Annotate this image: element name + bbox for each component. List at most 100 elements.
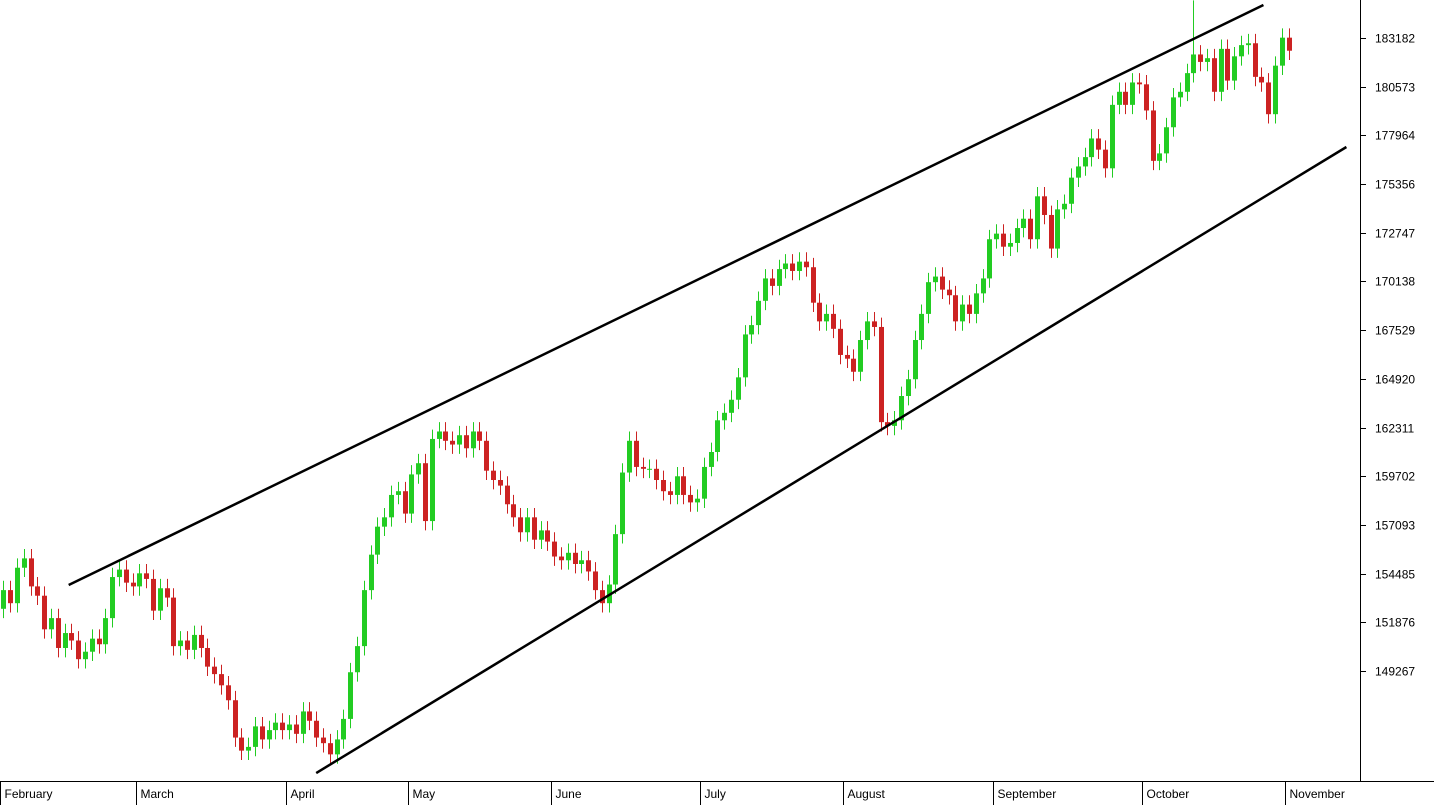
- candle-body: [437, 431, 442, 439]
- candle-body: [1191, 54, 1196, 74]
- y-tick-label: 164920: [1375, 373, 1415, 387]
- candle-body: [117, 569, 122, 578]
- candle-body: [321, 737, 326, 744]
- candle-body: [981, 278, 986, 294]
- candle-body: [83, 651, 88, 660]
- candle-body: [1062, 203, 1067, 210]
- candle-body: [335, 739, 340, 755]
- candle-body: [212, 666, 217, 675]
- x-tick-label: September: [998, 787, 1057, 801]
- candle-body: [15, 567, 20, 604]
- candle-body: [205, 647, 210, 667]
- candle-body: [1021, 218, 1026, 229]
- candle-body: [1225, 48, 1230, 81]
- candle-body: [389, 494, 394, 518]
- candle-body: [137, 573, 142, 587]
- candle-body: [1280, 37, 1285, 66]
- candle-body: [620, 472, 625, 535]
- candle-body: [253, 726, 258, 747]
- candle-body: [409, 474, 414, 514]
- candle-body: [729, 399, 734, 413]
- candle-body: [1137, 82, 1142, 85]
- candle-body: [341, 718, 346, 740]
- y-tick-label: 170138: [1375, 275, 1415, 289]
- candle-body: [199, 634, 204, 648]
- candle-body: [369, 554, 374, 591]
- candle-body: [777, 269, 782, 286]
- candle-body: [1015, 228, 1020, 243]
- y-tick-label: 183182: [1375, 32, 1415, 46]
- candle-body: [110, 577, 115, 619]
- candle-body: [1198, 54, 1203, 62]
- candle-body: [1273, 65, 1278, 115]
- candle-body: [287, 724, 292, 731]
- candle-body: [865, 321, 870, 341]
- candle-body: [260, 726, 265, 740]
- candle-body: [35, 586, 40, 596]
- candle-body: [90, 638, 95, 652]
- candle-body: [29, 558, 34, 587]
- candle-body: [919, 313, 924, 341]
- candle-body: [273, 722, 278, 731]
- candle-body: [715, 420, 720, 453]
- x-tick-label: June: [556, 787, 582, 801]
- candle-body: [178, 640, 183, 647]
- candle-body: [430, 438, 435, 522]
- candle-body: [97, 638, 102, 645]
- candle-body: [654, 468, 659, 481]
- candle-body: [940, 276, 945, 290]
- x-tick-label: March: [141, 787, 174, 801]
- candle-body: [1164, 127, 1169, 154]
- candle-body: [171, 597, 176, 647]
- candle-body: [185, 640, 190, 650]
- candle-body: [743, 334, 748, 378]
- candle-body: [892, 420, 897, 426]
- candle-body: [49, 618, 54, 630]
- candle-body: [1259, 76, 1264, 83]
- candle-body: [1287, 37, 1292, 51]
- candle-body: [885, 422, 890, 426]
- y-tick-label: 177964: [1375, 129, 1415, 143]
- candle-body: [804, 261, 809, 268]
- candle-body: [1123, 91, 1128, 105]
- candle-body: [165, 588, 170, 598]
- y-tick-label: 154485: [1375, 568, 1415, 582]
- candle-body: [906, 379, 911, 397]
- candle-body: [600, 590, 605, 604]
- candle-body: [1, 590, 6, 609]
- candle-body: [1035, 196, 1040, 240]
- candle-body: [1096, 138, 1101, 150]
- candle-body: [1219, 48, 1224, 92]
- candle-body: [226, 685, 231, 701]
- candle-body: [845, 354, 850, 359]
- candle-body: [1246, 43, 1251, 46]
- candle-body: [328, 743, 333, 755]
- candle-body: [627, 440, 632, 473]
- candle-body: [505, 485, 510, 505]
- candle-body: [770, 278, 775, 286]
- candle-body: [233, 700, 238, 738]
- candle-body: [994, 233, 999, 240]
- candle-body: [76, 640, 81, 660]
- candle-body: [8, 590, 13, 604]
- candle-body: [722, 412, 727, 421]
- candle-body: [42, 595, 47, 630]
- candle-body: [314, 720, 319, 738]
- candle-body: [817, 302, 822, 322]
- candle-body: [1157, 153, 1162, 161]
- candle-body: [790, 263, 795, 271]
- candle-body: [1076, 166, 1081, 178]
- candle-body: [525, 517, 530, 533]
- candle-body: [872, 321, 877, 327]
- candle-body: [457, 435, 462, 445]
- candle-body: [702, 466, 707, 499]
- candle-body: [301, 711, 306, 734]
- candle-body: [477, 431, 482, 441]
- candle-body: [681, 476, 686, 495]
- candle-body: [1253, 43, 1258, 77]
- candle-body: [464, 435, 469, 449]
- candle-body: [144, 573, 149, 579]
- candle-body: [307, 711, 312, 721]
- candle-body: [586, 560, 591, 572]
- plot-area: [1, 0, 1348, 775]
